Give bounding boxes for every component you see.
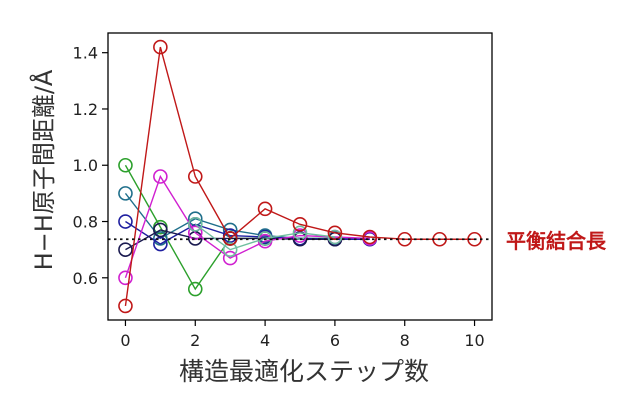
x-tick-label: 10 (464, 331, 484, 350)
data-point (118, 157, 133, 173)
y-tick-label: 0.6 (73, 269, 98, 288)
y-tick-label: 1.4 (73, 44, 98, 63)
y-tick-label: 1.0 (73, 156, 98, 175)
data-point (327, 225, 343, 241)
data-point (222, 250, 238, 266)
data-point (187, 169, 203, 184)
x-tick-label: 8 (400, 331, 410, 350)
data-point (118, 242, 133, 257)
data-point (153, 39, 168, 55)
data-point (187, 211, 203, 227)
data-point (292, 217, 308, 232)
y-axis-label: H−H原子間距離/Å (29, 69, 58, 270)
data-point (153, 169, 168, 184)
data-point (327, 229, 343, 245)
data-point (257, 201, 273, 217)
data-point (187, 217, 203, 232)
x-tick-label: 0 (120, 331, 130, 350)
series-line (124, 46, 475, 307)
data-point (362, 229, 378, 245)
data-point (118, 298, 133, 314)
y-tick-label: 1.2 (73, 100, 98, 119)
data-point (118, 186, 133, 201)
x-tick-label: 4 (260, 331, 270, 350)
data-point (118, 214, 133, 229)
data-point (187, 281, 203, 297)
series-6 (118, 39, 482, 314)
data-point (222, 242, 238, 257)
data-point (153, 236, 168, 252)
plot-frame (107, 32, 493, 321)
equilibrium-label: 平衡結合長 (506, 229, 607, 253)
x-ticks: 0 2 4 6 8 10 (120, 320, 485, 350)
data-point (153, 231, 168, 246)
x-tick-label: 6 (330, 331, 340, 350)
data-point (187, 225, 203, 241)
data-point (118, 270, 133, 286)
y-tick-label: 0.8 (73, 213, 98, 232)
x-axis-label: 構造最適化ステップ数 (179, 357, 429, 386)
data-point (153, 222, 168, 238)
series-layer (118, 39, 482, 314)
x-tick-label: 2 (190, 331, 200, 350)
data-point (222, 222, 238, 238)
y-ticks: 0.6 0.8 1.0 1.2 1.4 (73, 44, 108, 288)
